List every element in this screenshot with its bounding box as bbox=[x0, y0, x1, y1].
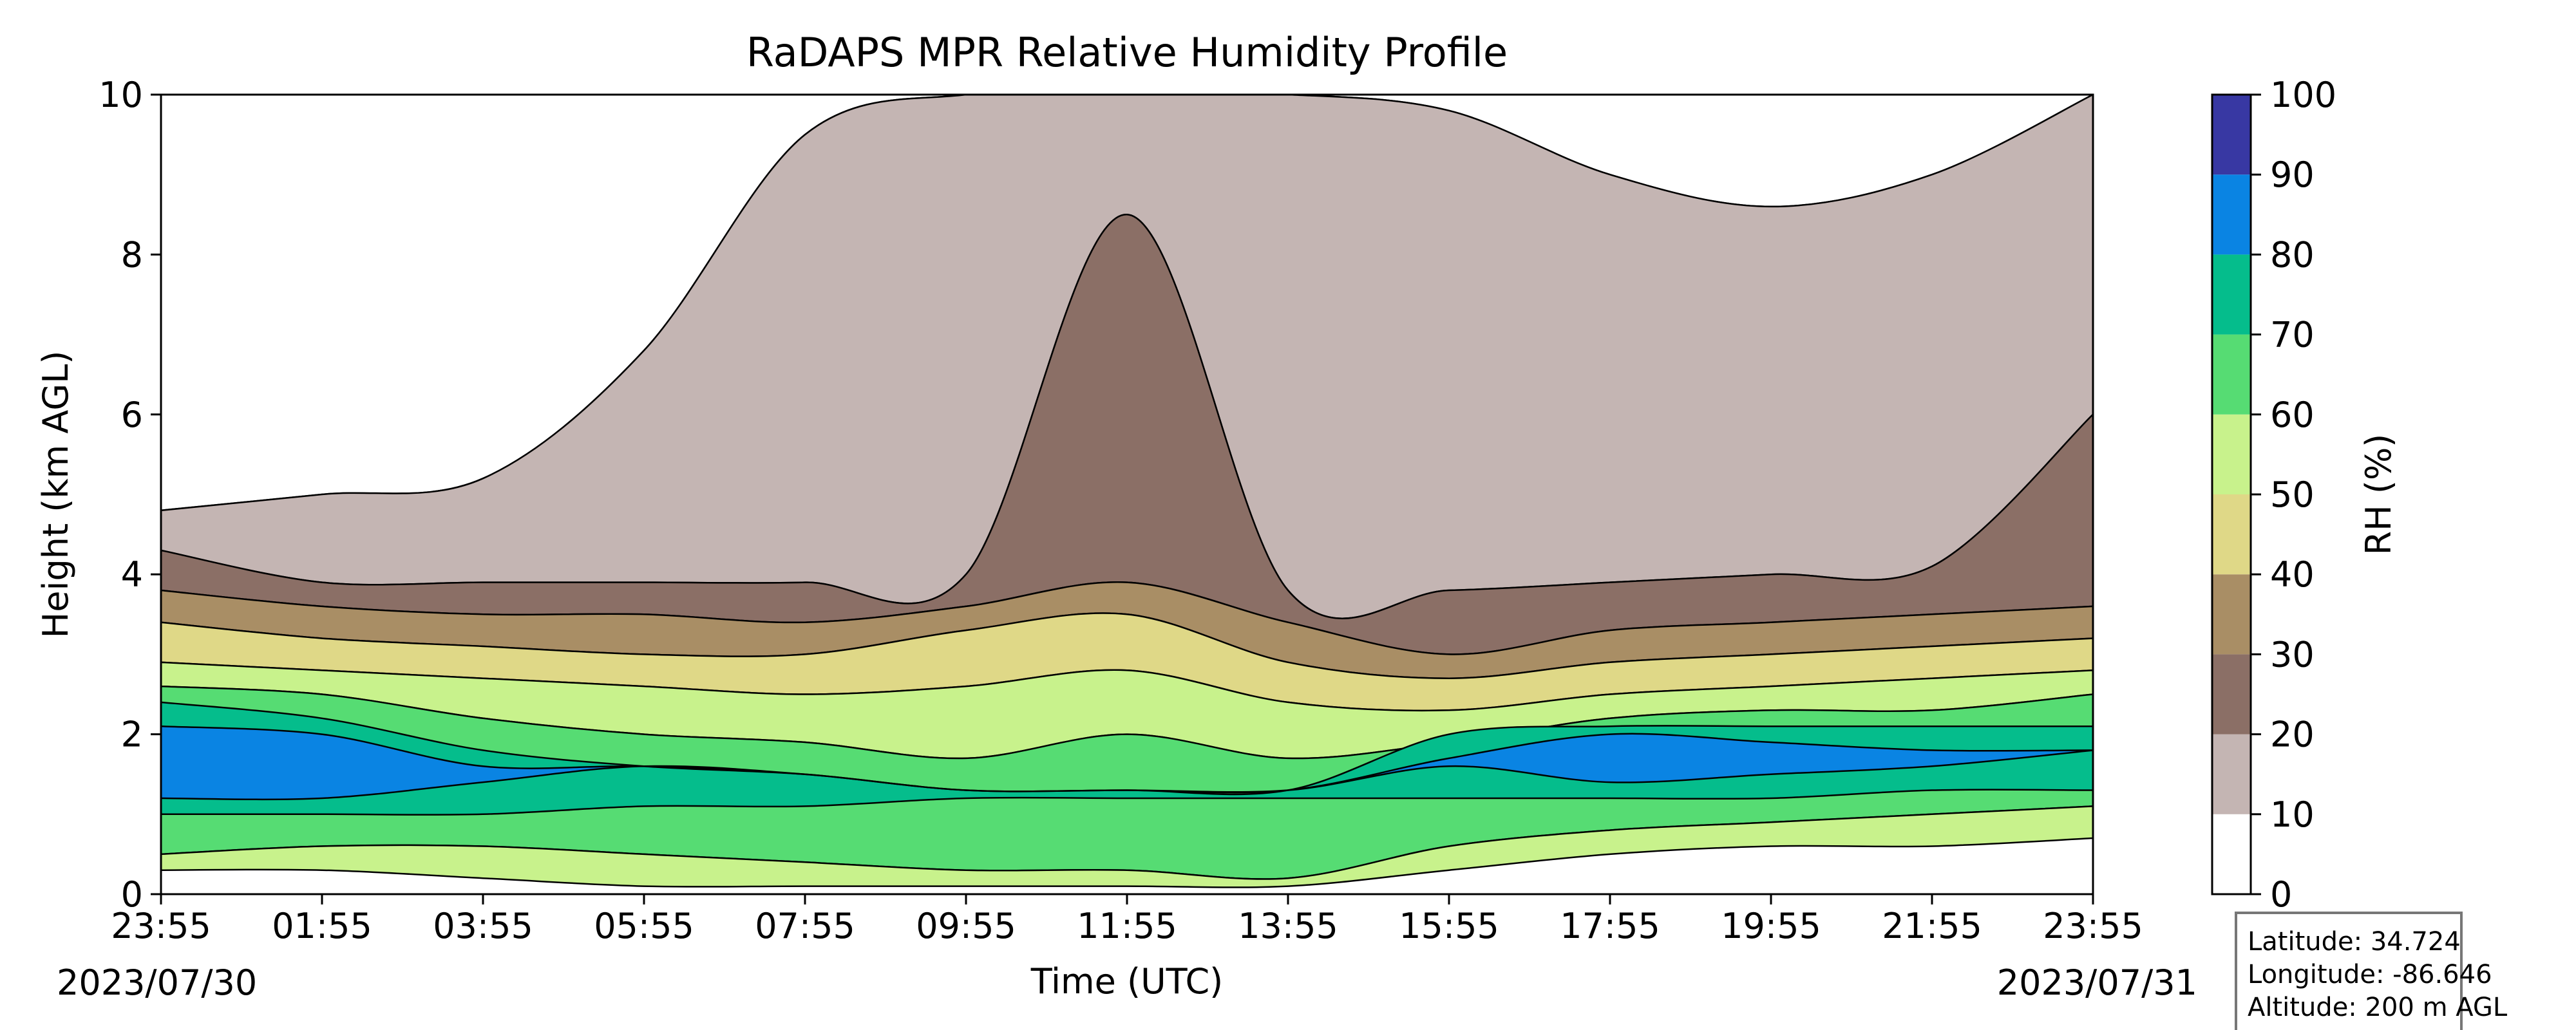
colorbar-segment-50-60 bbox=[2212, 414, 2251, 494]
y-tick-label: 10 bbox=[99, 75, 143, 115]
rh-band-80-90-9 bbox=[161, 725, 2093, 801]
colorbar-tick-label: 20 bbox=[2270, 715, 2315, 755]
y-tick-label: 0 bbox=[121, 874, 143, 915]
colorbar-tick-label: 40 bbox=[2270, 554, 2315, 595]
x-axis: 23:55 01:55 03:55 05:55 07:55 09:55 11:55 13:55… bbox=[111, 894, 2143, 946]
colorbar-segment-80-90 bbox=[2212, 174, 2251, 255]
colorbar-tick-label: 60 bbox=[2270, 395, 2315, 435]
colorbar-segment-90-100 bbox=[2212, 95, 2251, 175]
x-tick-label: 03:55 bbox=[433, 906, 533, 946]
x-tick-label: 09:55 bbox=[916, 906, 1016, 946]
x-tick-label: 23:55 bbox=[2043, 906, 2143, 946]
x-tick-label: 21:55 bbox=[1882, 906, 1982, 946]
colorbar-tick-label: 50 bbox=[2270, 474, 2315, 515]
x-tick-label: 05:55 bbox=[594, 906, 694, 946]
x-tick-label: 07:55 bbox=[755, 906, 855, 946]
y-tick-label: 4 bbox=[121, 554, 143, 595]
colorbar-tick-label: 100 bbox=[2270, 75, 2336, 115]
y-tick-label: 8 bbox=[121, 234, 143, 275]
y-axis-label: Height (km AGL) bbox=[35, 351, 76, 639]
y-tick-label: 2 bbox=[121, 715, 143, 755]
colorbar-segment-70-80 bbox=[2212, 254, 2251, 335]
longitude-text: Longitude: -86.646 bbox=[2248, 960, 2492, 989]
colorbar-tick-label: 30 bbox=[2270, 634, 2315, 675]
rh-band-50-60-7 bbox=[161, 805, 2093, 888]
colorbar-segment-0-10 bbox=[2212, 814, 2251, 894]
plot-area bbox=[161, 95, 2093, 888]
altitude-text: Altitude: 200 m AGL bbox=[2248, 993, 2508, 1022]
chart-title: RaDAPS MPR Relative Humidity Profile bbox=[746, 29, 1508, 76]
x-tick-label: 19:55 bbox=[1721, 906, 1821, 946]
colorbar-tick-label: 70 bbox=[2270, 315, 2315, 355]
x-tick-label: 13:55 bbox=[1238, 906, 1338, 946]
colorbar-tick-label: 80 bbox=[2270, 234, 2315, 275]
y-axis: 0 2 4 6 8 10 bbox=[99, 75, 161, 915]
colorbar-segment-40-50 bbox=[2212, 494, 2251, 575]
end-date: 2023/07/31 bbox=[1997, 962, 2197, 1003]
x-tick-label: 17:55 bbox=[1560, 906, 1660, 946]
x-tick-label: 15:55 bbox=[1399, 906, 1499, 946]
start-date: 2023/07/30 bbox=[57, 962, 257, 1003]
latitude-text: Latitude: 34.724 bbox=[2248, 927, 2461, 957]
colorbar-segment-30-40 bbox=[2212, 574, 2251, 655]
x-tick-label: 23:55 bbox=[111, 906, 211, 946]
colorbar: 0 10 20 30 40 50 60 70 80 90 100 bbox=[2211, 75, 2336, 915]
info-box: Latitude: 34.724 Longitude: -86.646 Alti… bbox=[2235, 912, 2508, 1030]
colorbar-tick-label: 10 bbox=[2270, 794, 2315, 835]
x-tick-label: 11:55 bbox=[1077, 906, 1177, 946]
colorbar-tick-label: 0 bbox=[2270, 874, 2292, 915]
colorbar-segment-10-20 bbox=[2212, 734, 2251, 814]
x-tick-label: 01:55 bbox=[272, 906, 372, 946]
colorbar-label: RH (%) bbox=[2358, 434, 2399, 556]
colorbar-segment-60-70 bbox=[2212, 334, 2251, 415]
y-tick-label: 6 bbox=[121, 395, 143, 435]
colorbar-tick-label: 90 bbox=[2270, 154, 2315, 195]
x-axis-label: Time (UTC) bbox=[1030, 961, 1224, 1002]
colorbar-segment-20-30 bbox=[2212, 654, 2251, 735]
